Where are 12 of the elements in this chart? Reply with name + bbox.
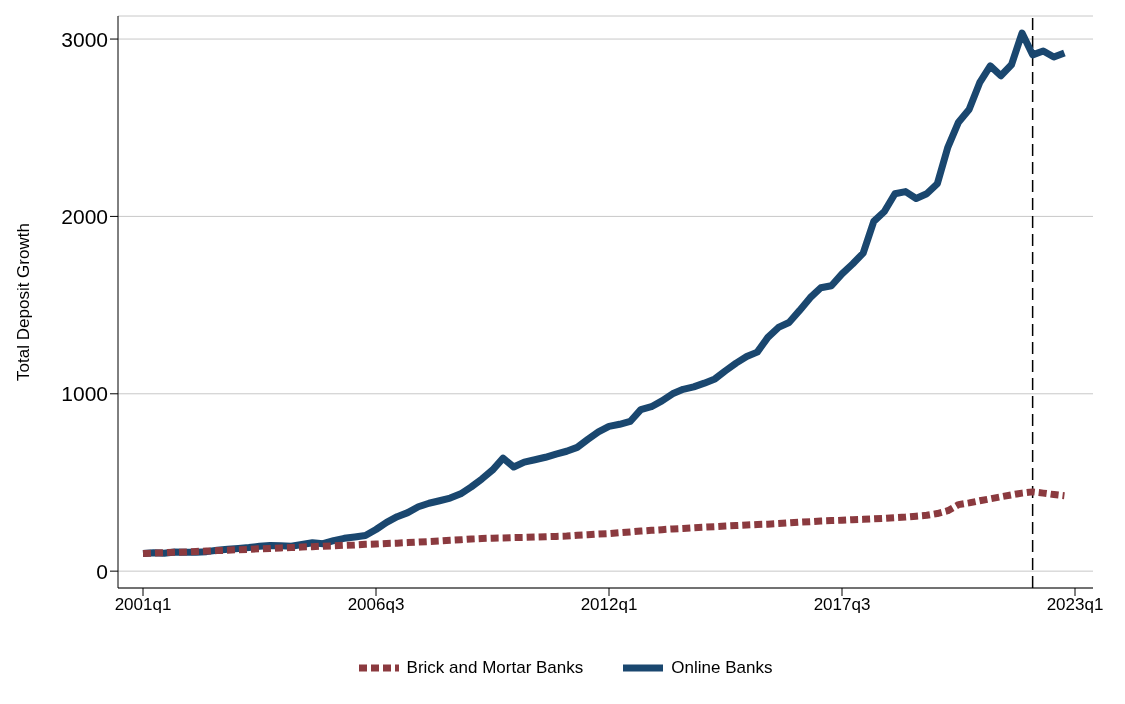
- y-tick-label: 3000: [61, 27, 108, 51]
- x-tick-label: 2017q3: [813, 595, 871, 615]
- legend-label: Brick and Mortar Banks: [406, 658, 584, 678]
- x-tick-label: 2006q3: [347, 595, 405, 615]
- y-tick-label: 2000: [61, 204, 108, 228]
- y-tick-label: 1000: [61, 382, 108, 406]
- legend-label: Online Banks: [671, 658, 773, 678]
- x-tick-label: 2001q1: [114, 595, 172, 615]
- x-tick-label: 2023q1: [1046, 595, 1104, 615]
- x-tick-label: 2012q1: [580, 595, 638, 615]
- y-tick-label: 0: [96, 559, 108, 583]
- y-axis-title: Total Deposit Growth: [14, 223, 34, 381]
